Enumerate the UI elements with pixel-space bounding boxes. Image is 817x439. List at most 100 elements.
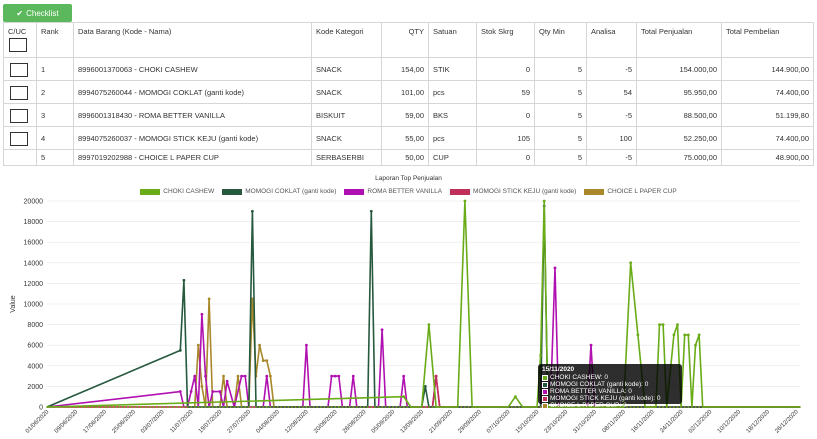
baseline-point <box>586 406 589 408</box>
data-point <box>243 374 247 378</box>
baseline-point <box>114 406 117 408</box>
baseline-point <box>723 406 726 408</box>
select-all-checkbox[interactable] <box>9 38 27 52</box>
qty-min-cell: 5 <box>534 126 587 150</box>
baseline-point <box>435 406 438 408</box>
baseline-point <box>89 406 92 408</box>
baseline-point <box>327 406 329 408</box>
col-header-unit[interactable]: Satuan <box>428 22 477 58</box>
y-axis-label: Value <box>10 295 17 312</box>
y-tick-label: 14000 <box>24 260 44 267</box>
baseline-point <box>366 406 369 408</box>
data-point <box>258 343 261 347</box>
tooltip-label: ROMA BETTER VANILLA: 0 <box>550 388 632 395</box>
col-header-rank[interactable]: Rank <box>36 22 74 58</box>
category-cell: SNACK <box>311 126 382 150</box>
col-header-stock[interactable]: Stok Skrg <box>476 22 535 58</box>
data-point <box>250 209 254 213</box>
baseline-point <box>719 406 722 408</box>
x-tick-label: 16/11/2020 <box>631 409 657 435</box>
legend-item[interactable]: ROMA BETTER VANILLA <box>344 188 442 195</box>
x-tick-label: 10/12/2020 <box>717 409 743 435</box>
data-point <box>261 359 265 363</box>
y-tick-label: 18000 <box>24 219 44 226</box>
series-line <box>46 205 800 408</box>
baseline-point <box>305 406 308 408</box>
row-checkbox[interactable] <box>10 63 28 77</box>
data-point <box>305 343 308 347</box>
baseline-point <box>146 406 149 408</box>
baseline-point <box>179 406 182 408</box>
x-tick-label: 24/11/2020 <box>659 409 685 435</box>
baseline-point <box>74 406 77 408</box>
tooltip-swatch <box>542 388 548 395</box>
baseline-point <box>464 406 466 408</box>
baseline-point <box>60 406 63 408</box>
data-point <box>265 374 269 378</box>
baseline-point <box>359 406 362 408</box>
baseline-point <box>255 406 257 408</box>
legend-item[interactable]: CHOICE L PAPER CUP <box>584 188 677 195</box>
row-checkbox[interactable] <box>10 86 28 100</box>
baseline-point <box>604 406 607 408</box>
legend-item[interactable]: MOMOGI COKLAT (ganti kode) <box>222 188 336 195</box>
baseline-point <box>420 406 423 408</box>
qty-min-cell: 5 <box>534 80 587 104</box>
col-header-total-purchases[interactable]: Total Pembelian <box>721 22 814 58</box>
baseline-point <box>467 406 470 408</box>
row-checkbox-cell <box>3 57 37 81</box>
data-point <box>200 385 204 388</box>
baseline-point <box>453 406 456 408</box>
baseline-point <box>791 406 794 408</box>
y-tick-label: 10000 <box>24 302 44 309</box>
table-row[interactable]: 4 8994075260037 - MOMOGI STICK KEJU (gant… <box>3 126 814 150</box>
baseline-point <box>46 406 48 408</box>
legend-item[interactable]: MOMOGI STICK KEJU (ganti kode) <box>450 188 576 195</box>
baseline-point <box>446 406 448 408</box>
baseline-point <box>85 406 88 408</box>
table-row[interactable]: 2 8994075260044 - MOMOGI COKLAT (ganti ko… <box>3 80 814 104</box>
row-checkbox[interactable] <box>10 109 28 123</box>
data-point <box>330 374 334 378</box>
data-point <box>676 323 679 326</box>
total-sales-cell: 95.950,00 <box>636 80 722 104</box>
baseline-point <box>766 406 769 408</box>
baseline-point <box>164 406 167 408</box>
qty-min-cell: 5 <box>534 103 587 127</box>
baseline-point <box>518 406 520 408</box>
baseline-point <box>118 406 120 408</box>
baseline-point <box>384 406 387 408</box>
baseline-point <box>82 406 84 408</box>
baseline-point <box>572 406 574 408</box>
row-checkbox[interactable] <box>10 132 28 146</box>
baseline-point <box>741 406 744 408</box>
baseline-point <box>363 406 365 408</box>
x-tick-label: 13/09/2020 <box>400 409 426 435</box>
baseline-point <box>319 406 322 408</box>
baseline-point <box>773 406 776 408</box>
x-tick-label: 01/06/2020 <box>25 409 51 435</box>
baseline-point <box>456 406 459 408</box>
baseline-point <box>334 406 337 408</box>
baseline-point <box>651 406 654 408</box>
checklist-button[interactable]: ✔ Checklist <box>3 4 72 22</box>
item-cell: 8994075260037 - MOMOGI STICK KEJU (ganti… <box>73 126 312 150</box>
baseline-point <box>629 406 632 408</box>
baseline-point <box>128 406 131 408</box>
baseline-point <box>611 406 614 408</box>
baseline-point <box>781 406 783 408</box>
x-tick-label: 26/12/2020 <box>774 409 800 435</box>
baseline-point <box>460 406 463 408</box>
col-header-analysis[interactable]: Analisa <box>586 22 637 58</box>
baseline-point <box>647 406 650 408</box>
baseline-point <box>795 406 798 408</box>
baseline-point <box>337 406 340 408</box>
data-point <box>178 390 182 393</box>
legend-item[interactable]: CHOKI CASHEW <box>140 188 214 195</box>
baseline-point <box>590 406 592 408</box>
baseline-point <box>244 406 247 408</box>
rank-cell: 5 <box>36 149 74 166</box>
baseline-point <box>251 406 254 408</box>
table-row[interactable]: 5 8997019202988 - CHOICE L PAPER CUP SERBA… <box>3 149 814 166</box>
baseline-point <box>777 406 780 408</box>
